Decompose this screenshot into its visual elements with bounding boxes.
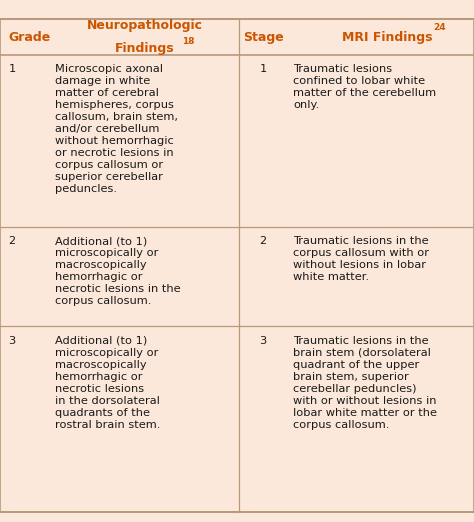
Text: 1: 1 bbox=[259, 64, 267, 74]
Text: Additional (to 1)
microscopically or
macroscopically
hemorrhagic or
necrotic les: Additional (to 1) microscopically or mac… bbox=[55, 236, 180, 306]
Text: 24: 24 bbox=[433, 23, 446, 32]
Text: Traumatic lesions
confined to lobar white
matter of the cerebellum
only.: Traumatic lesions confined to lobar whit… bbox=[293, 64, 436, 110]
Text: Grade: Grade bbox=[9, 31, 51, 43]
Text: 3: 3 bbox=[259, 336, 267, 346]
Text: Stage: Stage bbox=[243, 31, 283, 43]
Text: MRI Findings: MRI Findings bbox=[343, 31, 433, 43]
Text: Traumatic lesions in the
corpus callosum with or
without lesions in lobar
white : Traumatic lesions in the corpus callosum… bbox=[293, 236, 429, 282]
Text: Traumatic lesions in the
brain stem (dorsolateral
quadrant of the upper
brain st: Traumatic lesions in the brain stem (dor… bbox=[293, 336, 437, 430]
Text: 18: 18 bbox=[182, 37, 194, 46]
Text: Additional (to 1)
microscopically or
macroscopically
hemorrhagic or
necrotic les: Additional (to 1) microscopically or mac… bbox=[55, 336, 160, 430]
Text: 2: 2 bbox=[9, 236, 16, 246]
Text: 3: 3 bbox=[9, 336, 16, 346]
Text: Findings: Findings bbox=[115, 42, 174, 55]
Text: 1: 1 bbox=[9, 64, 16, 74]
Text: Neuropathologic: Neuropathologic bbox=[87, 19, 202, 32]
Text: Microscopic axonal
damage in white
matter of cerebral
hemispheres, corpus
callos: Microscopic axonal damage in white matte… bbox=[55, 64, 177, 194]
Text: 2: 2 bbox=[259, 236, 267, 246]
